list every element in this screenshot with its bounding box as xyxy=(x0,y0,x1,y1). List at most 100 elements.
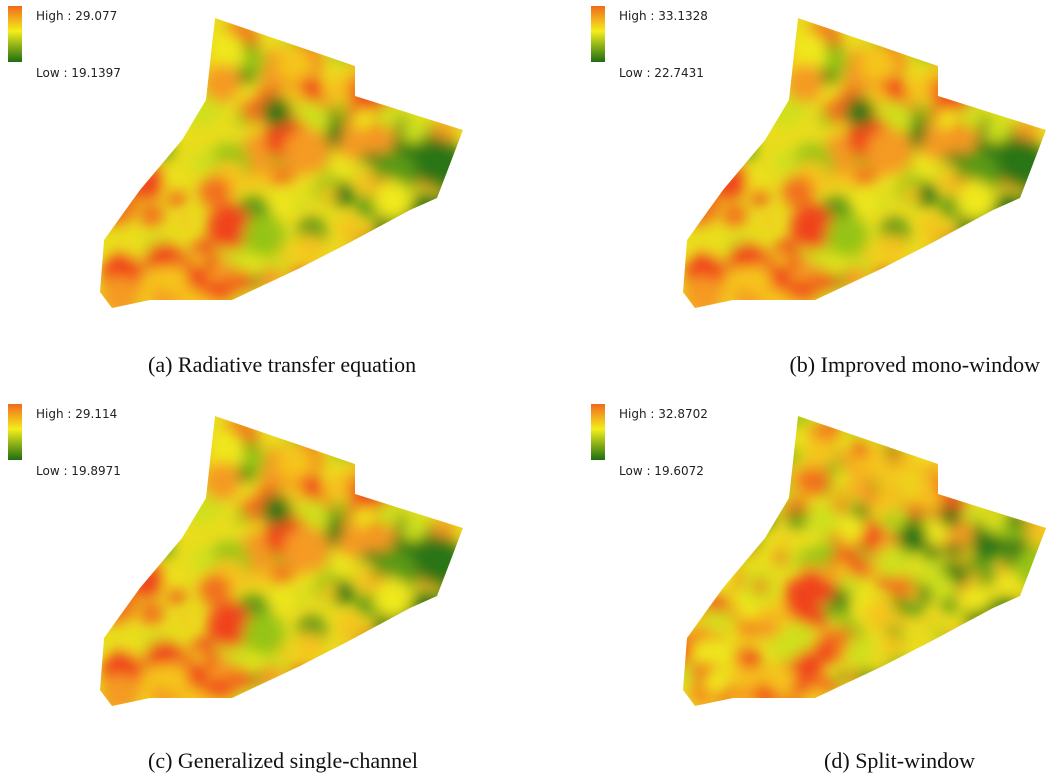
map-blob xyxy=(716,512,746,542)
map-blob xyxy=(405,142,417,154)
legend-bar xyxy=(591,404,605,460)
map-blob xyxy=(431,652,478,699)
map-blob xyxy=(441,244,451,254)
map-blob xyxy=(1040,469,1047,495)
map-blob xyxy=(903,444,914,455)
map-blob xyxy=(740,540,753,553)
map-blob xyxy=(383,287,402,306)
map-blob xyxy=(372,24,405,57)
map-blob xyxy=(193,652,205,664)
map-blob xyxy=(164,572,181,589)
map-blob xyxy=(327,664,338,675)
map-blob xyxy=(856,670,878,692)
map-blob xyxy=(358,298,383,323)
map-blob xyxy=(989,490,1006,507)
map-blob xyxy=(372,422,405,455)
map-blob xyxy=(944,632,971,659)
map-blob xyxy=(693,136,732,175)
figure: High : 29.077Low : 19.1397(a) Radiative … xyxy=(0,0,1047,782)
map-blob xyxy=(1022,440,1043,461)
legend-low: Low : 19.8971 xyxy=(36,464,121,478)
legend-low: Low : 19.6072 xyxy=(619,464,704,478)
map-blob xyxy=(940,506,961,527)
map-blob xyxy=(701,554,716,569)
map-blob xyxy=(718,536,745,563)
map-blob xyxy=(79,424,116,461)
map-blob xyxy=(944,699,963,718)
map-blob xyxy=(413,256,428,271)
map-blob xyxy=(997,138,1046,187)
map-blob xyxy=(414,536,463,585)
map-blob xyxy=(986,613,1013,640)
map-blob xyxy=(320,583,337,600)
map-blob xyxy=(376,234,397,255)
map-blob xyxy=(133,53,170,90)
map-blob xyxy=(455,235,480,260)
map-blob xyxy=(212,258,232,278)
map-blob xyxy=(1018,38,1047,67)
map-blob xyxy=(848,416,866,434)
map-blob xyxy=(427,470,439,482)
map-blob xyxy=(932,56,944,68)
map-blob xyxy=(772,479,786,493)
map-blob xyxy=(965,627,990,652)
caption: (a) Radiative transfer equation xyxy=(148,352,416,377)
map-blob xyxy=(671,498,698,525)
map-blob xyxy=(954,54,976,76)
map-blob xyxy=(134,456,147,469)
map-blob xyxy=(388,399,433,444)
map-texture xyxy=(664,399,1047,725)
map-blob xyxy=(435,33,449,47)
map-blob xyxy=(936,247,957,268)
map-blob xyxy=(334,642,379,687)
map-blob xyxy=(959,104,984,129)
map-blob xyxy=(705,440,727,462)
map-blob xyxy=(980,209,1019,248)
map-blob xyxy=(402,298,422,318)
map-blob xyxy=(787,510,807,530)
map-blob xyxy=(806,503,840,537)
map-blob xyxy=(129,164,165,200)
map-blob xyxy=(1014,254,1047,301)
map-blob xyxy=(155,415,194,454)
map-blob xyxy=(959,627,984,652)
map-blob xyxy=(929,435,951,457)
map-blob xyxy=(757,432,786,461)
map-blob xyxy=(989,641,1007,659)
map-blob xyxy=(826,51,849,74)
map-blob xyxy=(168,586,185,603)
map-blob xyxy=(1021,692,1039,710)
map-blob xyxy=(230,688,270,728)
map-blob xyxy=(886,447,897,458)
map-blob xyxy=(707,31,750,74)
map-blob xyxy=(450,15,470,35)
map-blob xyxy=(376,632,397,653)
map-blob xyxy=(83,492,121,530)
map-blob xyxy=(960,427,984,451)
map-blob xyxy=(904,18,947,61)
map-blob xyxy=(435,436,464,465)
map-blob xyxy=(79,26,116,63)
map-blob xyxy=(876,195,890,209)
map-blob xyxy=(715,461,744,490)
map-blob xyxy=(755,509,775,529)
map-blob xyxy=(959,234,980,255)
map-blob xyxy=(963,684,985,706)
map xyxy=(662,0,1047,329)
map-blob xyxy=(716,76,750,110)
map-blob xyxy=(243,613,285,655)
map-blob xyxy=(738,17,777,56)
map-blob xyxy=(959,17,997,55)
map-blob xyxy=(965,646,981,662)
map-blob xyxy=(353,645,374,666)
map-blob xyxy=(1018,439,1031,452)
map-blob xyxy=(765,666,791,692)
map-blob xyxy=(453,262,477,286)
map-blob xyxy=(673,443,691,461)
map-blob xyxy=(864,683,888,707)
map-blob xyxy=(133,100,183,150)
map-blob xyxy=(985,481,995,491)
map-blob xyxy=(1024,642,1034,652)
map-blob xyxy=(325,693,348,716)
map-blob xyxy=(1020,501,1031,512)
